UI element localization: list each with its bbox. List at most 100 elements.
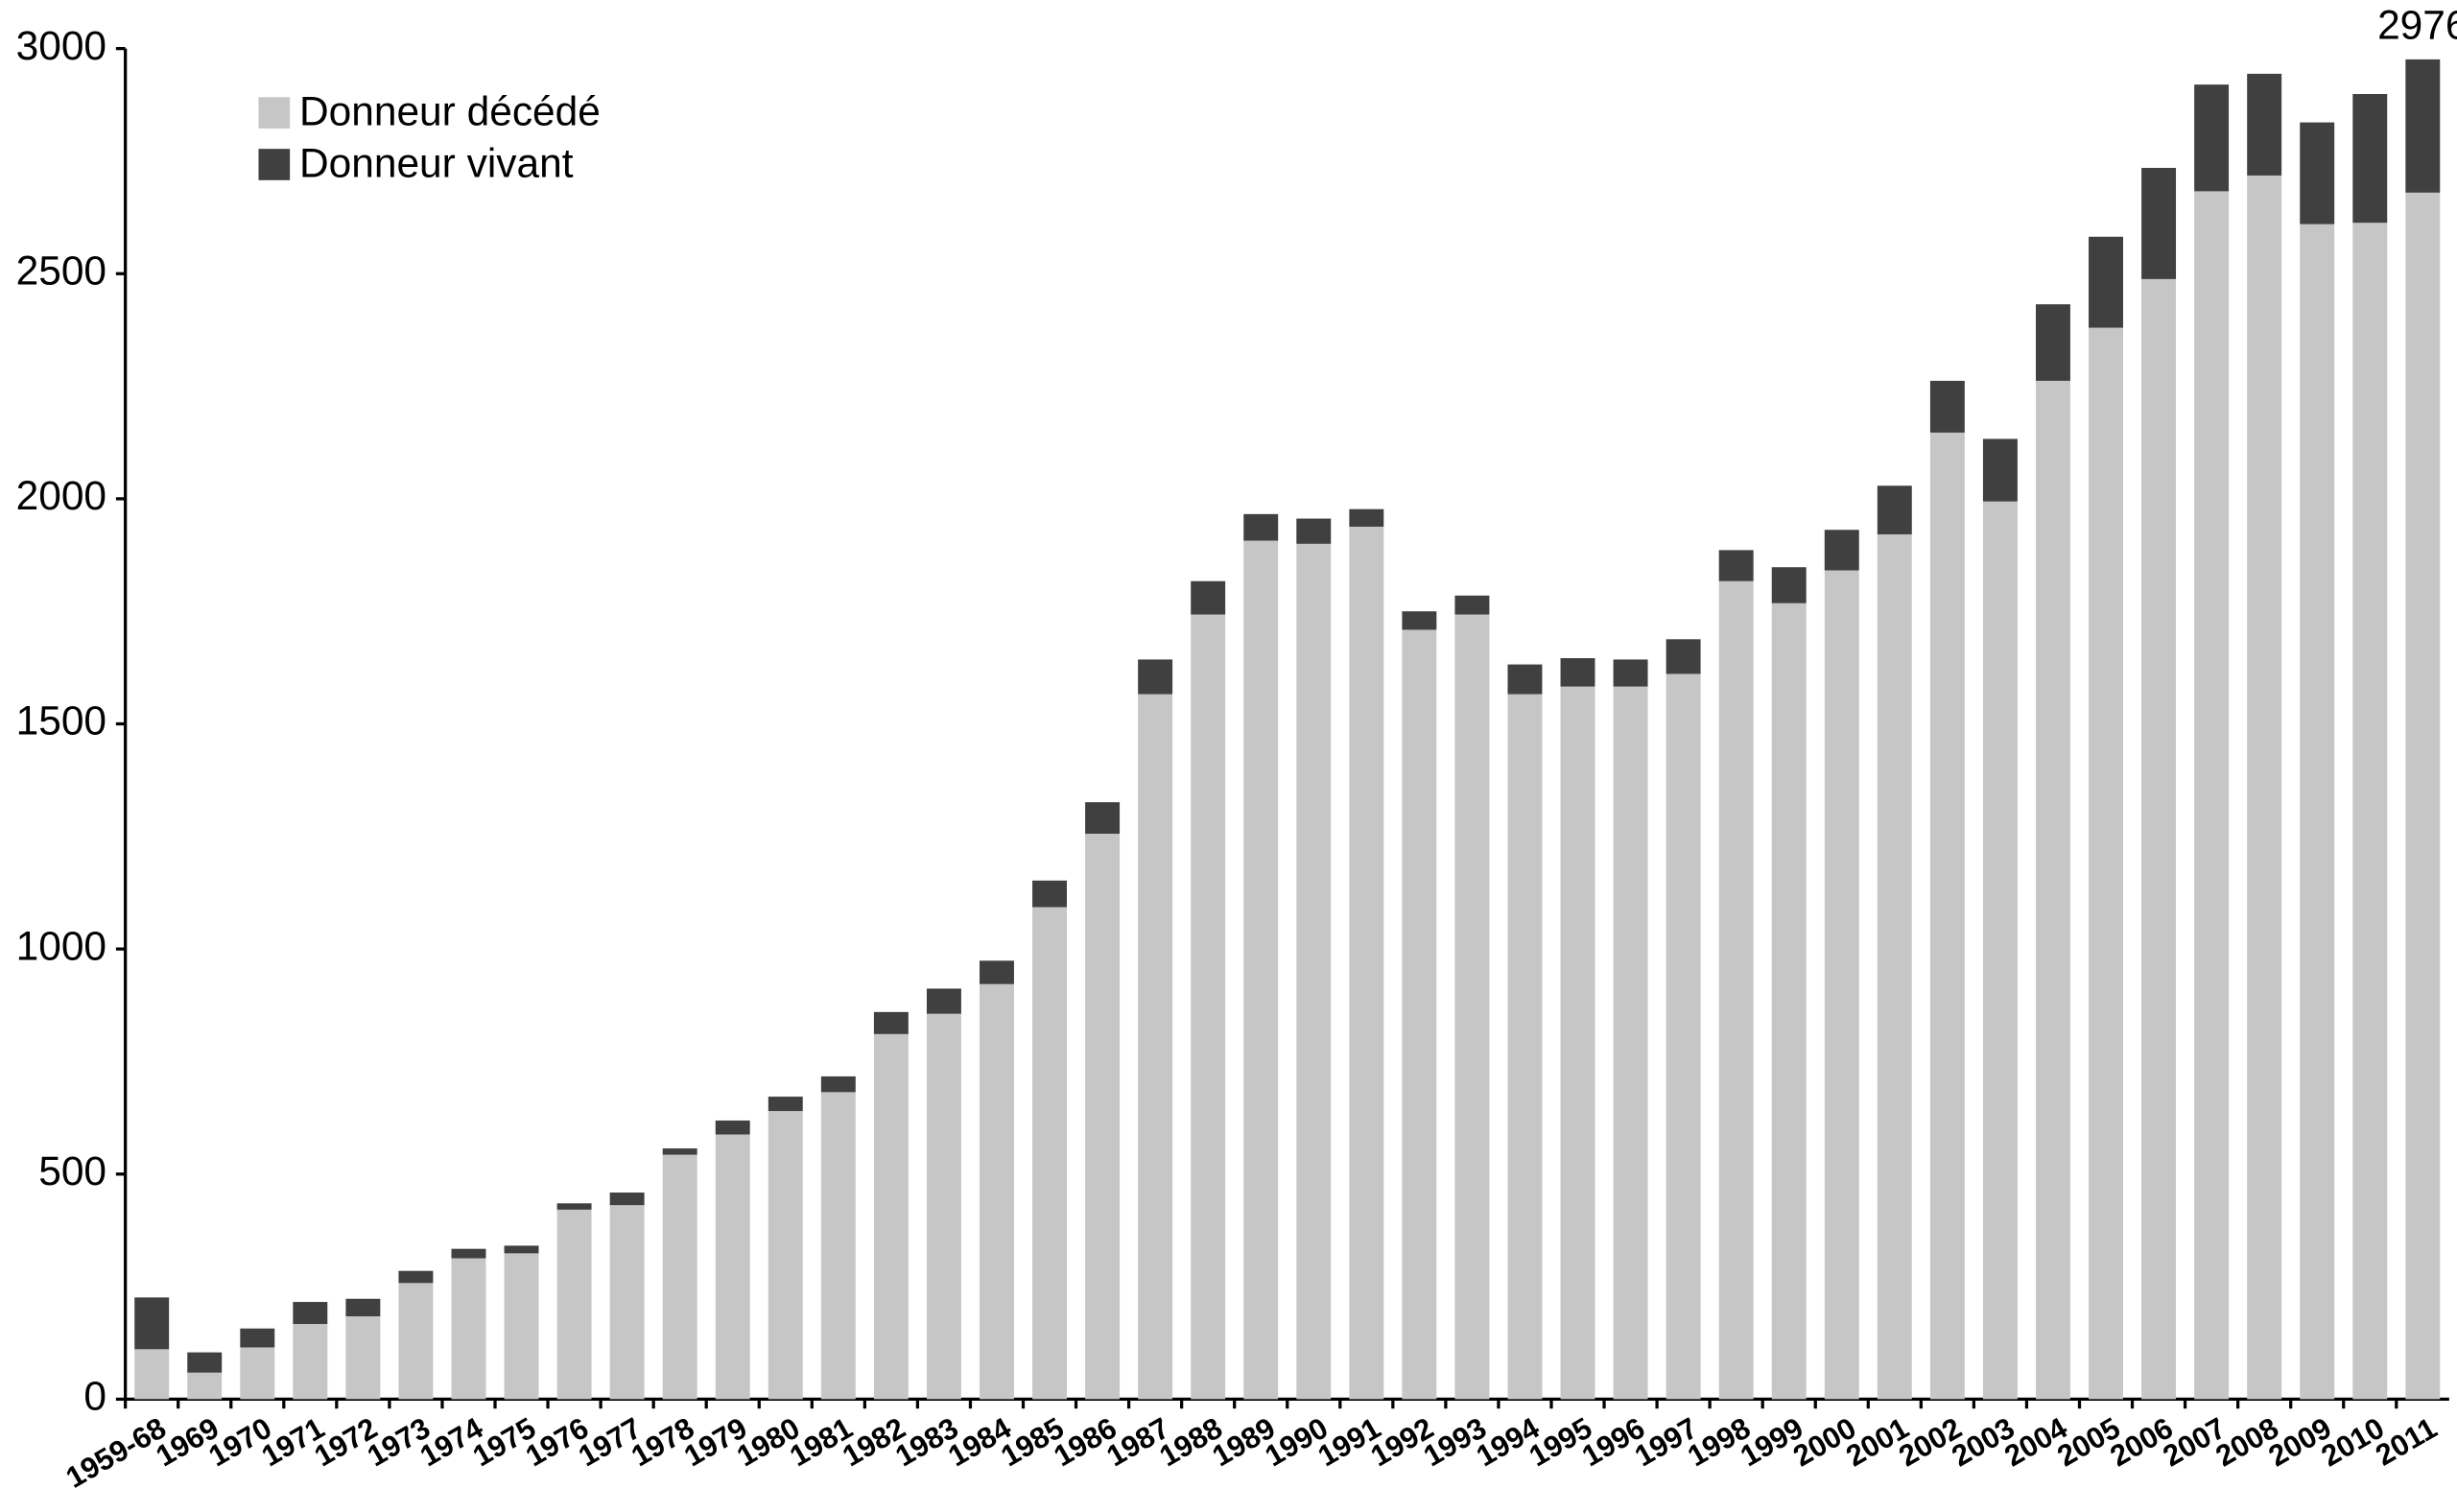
bar-segment	[609, 1205, 645, 1400]
bar-segment	[134, 1297, 170, 1350]
bar-segment	[609, 1193, 645, 1206]
bar-segment	[662, 1154, 697, 1400]
y-tick-label: 2500	[16, 248, 106, 293]
bar-segment	[1929, 432, 1965, 1400]
bar-segment	[1718, 550, 1754, 581]
bar-segment	[2300, 224, 2335, 1400]
bar-segment	[873, 1033, 909, 1400]
bar-segment	[1296, 518, 1332, 544]
bar-segment	[1243, 513, 1279, 541]
bar-segment	[293, 1324, 328, 1400]
bar-segment	[1454, 614, 1490, 1400]
bar-segment	[1507, 694, 1543, 1400]
bar-segment	[873, 1011, 909, 1034]
bar-segment	[768, 1111, 803, 1400]
bar-segment	[2141, 278, 2177, 1400]
bar-segment	[1032, 907, 1067, 1400]
bar-segment	[2089, 236, 2123, 328]
bar-segment	[926, 988, 961, 1014]
bar-segment	[2352, 223, 2388, 1400]
bar-segment	[1138, 659, 1173, 695]
bar-segment	[134, 1349, 170, 1400]
bar-segment	[1718, 580, 1754, 1400]
bar-segment	[1877, 485, 1912, 534]
bar-segment	[1560, 686, 1595, 1400]
bar-segment	[1824, 570, 1859, 1400]
y-tick-label: 0	[83, 1374, 106, 1419]
bar-segment	[2352, 94, 2388, 224]
y-tick-label: 500	[38, 1148, 106, 1193]
bar-segment	[504, 1253, 539, 1400]
bar-segment	[1402, 611, 1437, 630]
legend-label: Donneur décédé	[299, 88, 601, 133]
bar-segment	[1191, 614, 1226, 1400]
bar-segment	[1666, 639, 1701, 674]
bar-segment	[2405, 59, 2441, 193]
bar-segment	[1560, 658, 1595, 687]
bar-segment	[1349, 526, 1384, 1400]
legend-label: Donneur vivant	[299, 140, 574, 185]
bar-segment	[1666, 673, 1701, 1400]
bar-segment	[240, 1328, 275, 1348]
legend-swatch	[258, 97, 291, 129]
x-tick-label: 2011	[2370, 1411, 2443, 1473]
legend-swatch	[258, 149, 291, 180]
y-tick-label: 2000	[16, 473, 106, 518]
bar-segment	[1454, 595, 1490, 615]
bar-segment	[398, 1283, 434, 1400]
bar-segment	[1032, 880, 1067, 908]
y-tick-label: 1000	[16, 923, 106, 968]
bar-segment	[1191, 580, 1226, 615]
bar-segment	[2300, 122, 2335, 224]
annotation: 2976	[2377, 2, 2457, 47]
bar-segment	[926, 1013, 961, 1400]
bar-segment	[2089, 327, 2123, 1400]
bar-segment	[715, 1120, 750, 1135]
bar-segment	[2194, 84, 2230, 192]
bar-segment	[504, 1245, 539, 1254]
bar-segment	[1243, 540, 1279, 1400]
bar-segment	[662, 1148, 697, 1155]
bar-segment	[980, 960, 1014, 984]
bar-segment	[1771, 567, 1807, 603]
y-tick-label: 1500	[16, 698, 106, 744]
bar-segment	[1982, 438, 2018, 502]
bar-segment	[715, 1134, 750, 1400]
bar-segment	[1507, 664, 1543, 695]
bar-segment	[2247, 73, 2282, 176]
bar-segment	[1613, 659, 1648, 687]
bar-segment	[345, 1298, 381, 1317]
bar-segment	[768, 1097, 803, 1112]
bar-segment	[293, 1302, 328, 1325]
bar-segment	[1349, 508, 1384, 527]
y-tick-label: 3000	[16, 23, 106, 68]
bar-segment	[2035, 380, 2070, 1400]
bar-segment	[1613, 686, 1648, 1400]
bar-segment	[345, 1316, 381, 1400]
bar-segment	[1877, 533, 1912, 1400]
bar-segment	[2247, 175, 2282, 1400]
bar-segment	[1929, 380, 1965, 433]
bar-segment	[240, 1347, 275, 1400]
bar-segment	[1138, 694, 1173, 1400]
bar-segment	[187, 1372, 223, 1400]
bar-segment	[556, 1203, 592, 1210]
bar-segment	[2035, 304, 2070, 381]
bar-segment	[2194, 191, 2230, 1400]
bar-segment	[2141, 167, 2177, 279]
bar-segment	[1402, 629, 1437, 1400]
bar-segment	[187, 1352, 223, 1373]
bar-segment	[1085, 834, 1121, 1400]
bar-segment	[451, 1248, 486, 1259]
bar-segment	[398, 1270, 434, 1284]
bar-segment	[2405, 192, 2441, 1400]
bar-segment	[1824, 530, 1859, 571]
bar-segment	[820, 1092, 856, 1400]
bar-segment	[820, 1075, 856, 1093]
bar-segment	[1771, 602, 1807, 1400]
bar-segment	[980, 983, 1014, 1400]
bar-segment	[1296, 543, 1332, 1400]
bar-segment	[451, 1258, 486, 1400]
